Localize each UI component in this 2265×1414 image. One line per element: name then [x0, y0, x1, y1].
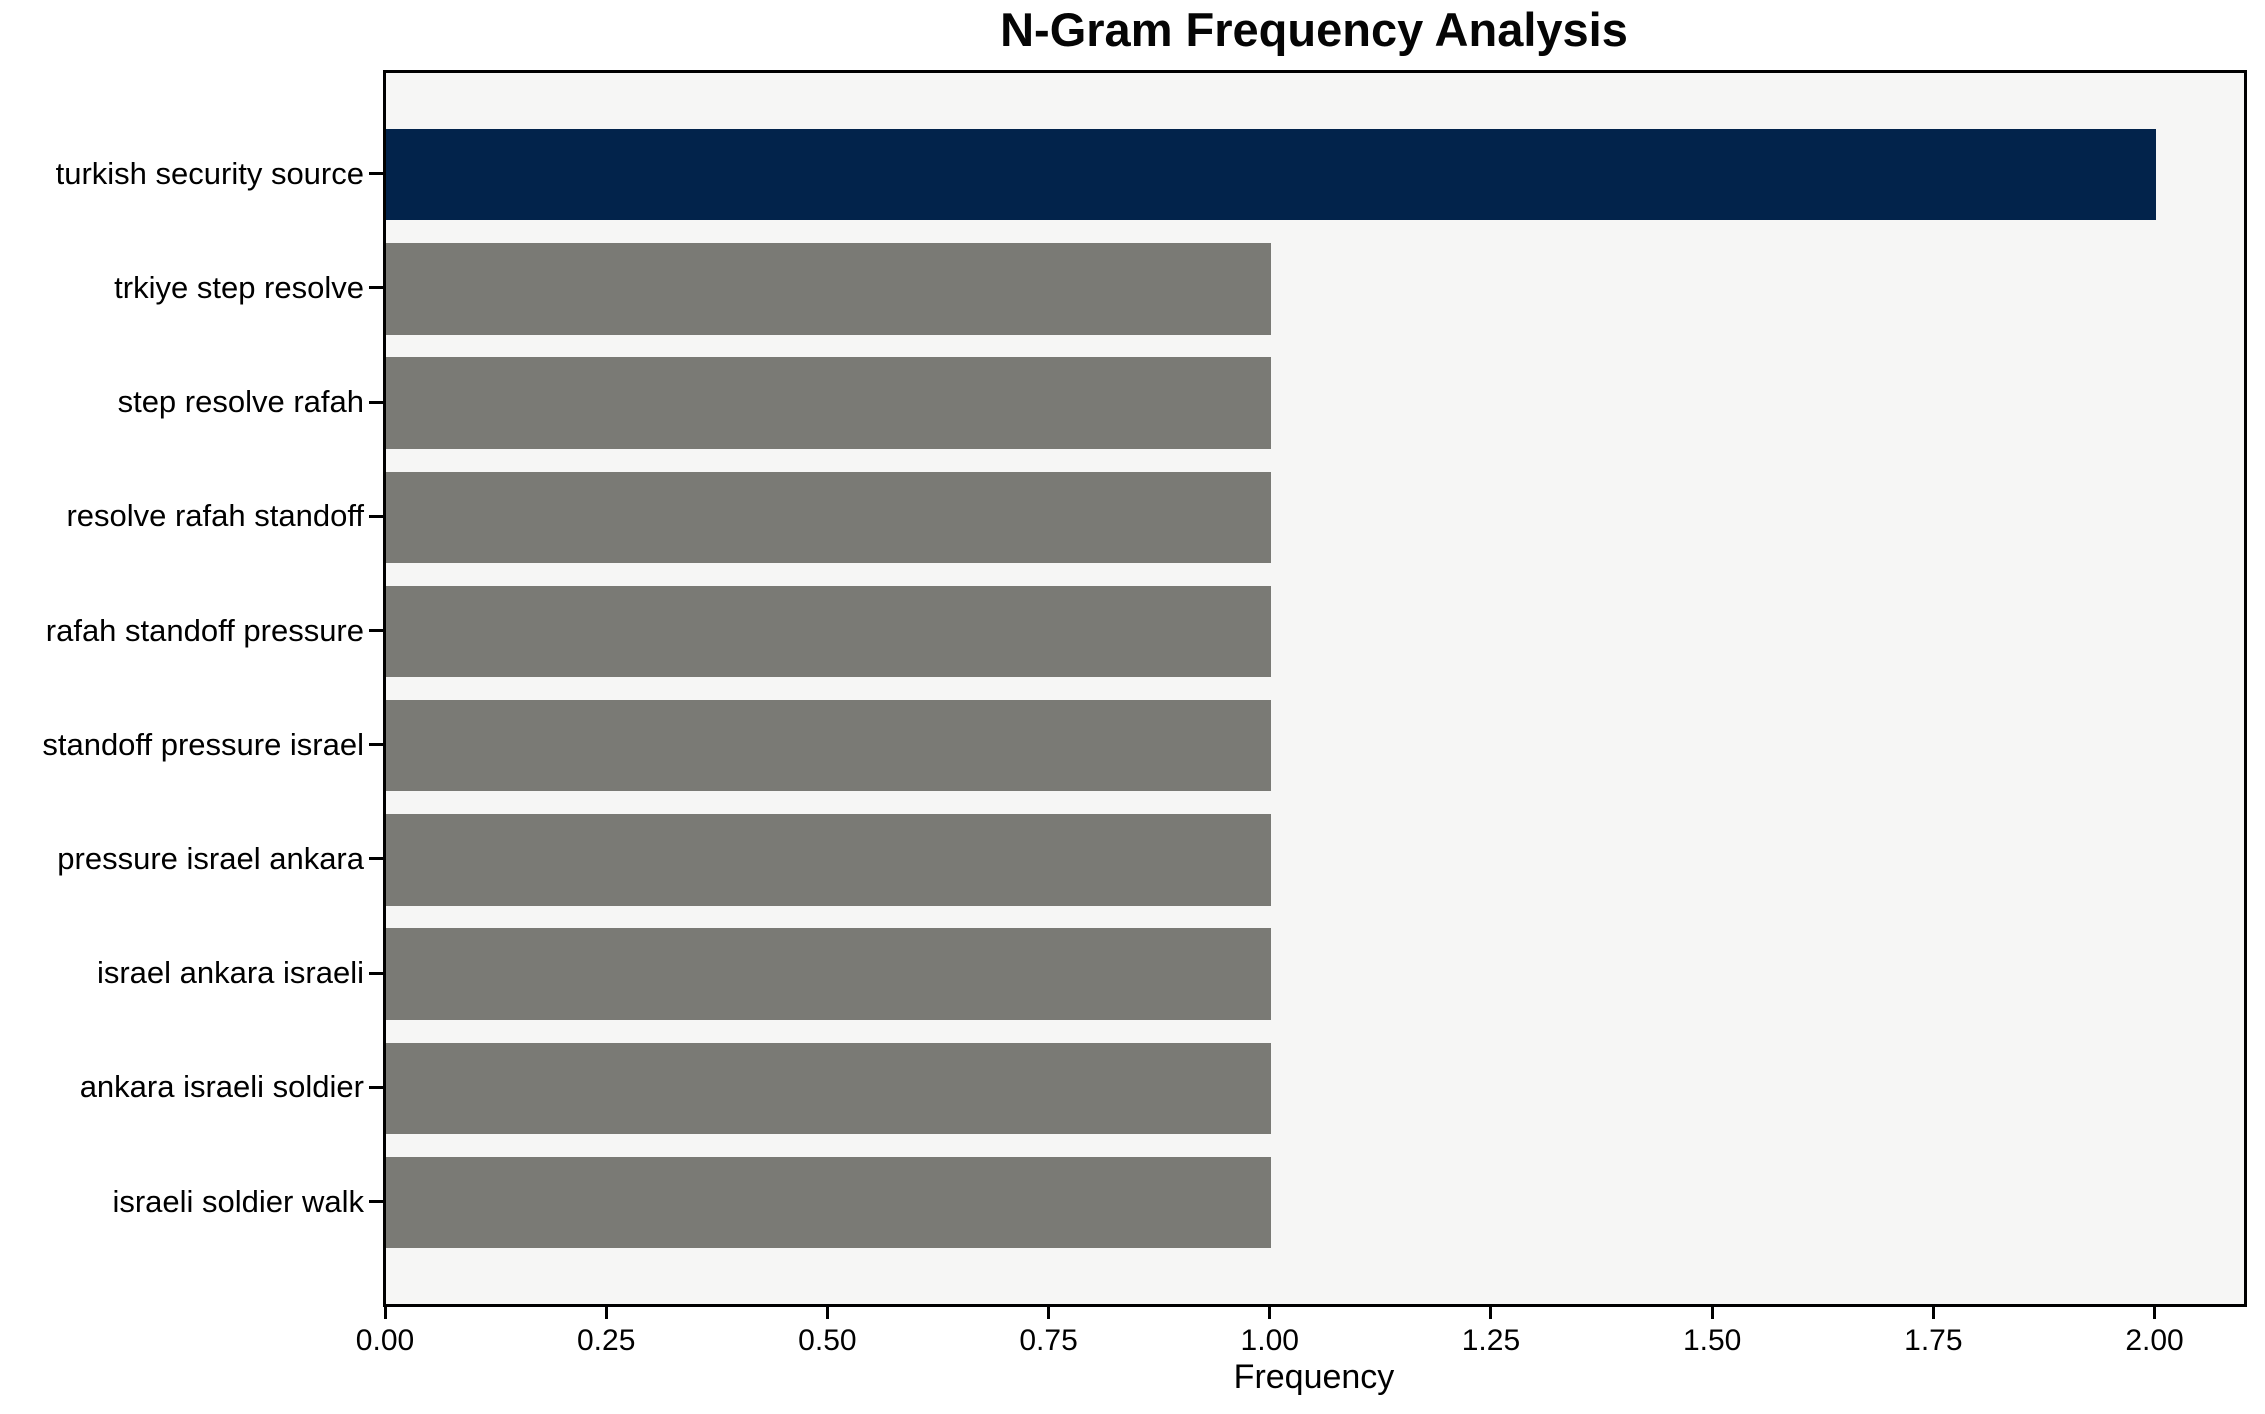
bar	[386, 243, 1271, 335]
x-tick-label: 1.25	[1461, 1324, 1521, 1357]
y-tick-mark	[369, 286, 383, 290]
y-tick-label: step resolve rafah	[117, 384, 364, 420]
y-tick-label: rafah standoff pressure	[45, 612, 364, 648]
x-tick-mark	[1268, 1306, 1272, 1319]
bar	[386, 814, 1271, 906]
y-tick-label: israeli soldier walk	[112, 1183, 364, 1219]
x-tick-label: 1.50	[1682, 1324, 1742, 1357]
y-tick-mark	[369, 514, 383, 518]
x-tick-label: 0.75	[1019, 1324, 1078, 1357]
y-tick-mark	[369, 1200, 383, 1203]
x-tick-label: 1.00	[1240, 1324, 1299, 1357]
x-tick-mark	[825, 1306, 829, 1319]
y-tick-label: standoff pressure israel	[42, 726, 364, 762]
bar	[386, 1156, 1271, 1249]
y-tick-label: resolve rafah standoff	[66, 498, 364, 534]
bar	[386, 928, 1271, 1020]
y-tick-mark	[369, 857, 383, 861]
bars-layer	[386, 73, 2244, 1304]
y-tick-label: trkiye step resolve	[114, 269, 364, 305]
y-tick-mark	[369, 743, 383, 747]
y-tick-mark	[369, 400, 383, 404]
bar	[386, 585, 1271, 678]
x-tick-mark	[2153, 1306, 2157, 1319]
bar	[386, 471, 1271, 563]
plot-area	[383, 70, 2247, 1307]
bar	[386, 357, 1271, 449]
bar	[386, 700, 1271, 792]
x-tick-label: 0.00	[355, 1324, 415, 1357]
y-tick-label: israel ankara israeli	[96, 955, 364, 991]
y-tick-mark	[369, 172, 383, 176]
x-tick-mark	[604, 1306, 608, 1319]
x-tick-mark	[383, 1306, 387, 1319]
y-tick-mark	[369, 629, 383, 632]
x-tick-label: 2.00	[2125, 1324, 2184, 1357]
x-tick-label: 0.25	[576, 1324, 636, 1357]
x-tick-mark	[1710, 1306, 1714, 1319]
chart-title: N-Gram Frequency Analysis	[1000, 3, 1628, 56]
x-tick-mark	[1047, 1306, 1051, 1319]
y-tick-mark	[369, 971, 383, 975]
x-axis-title: Frequency	[1233, 1358, 1395, 1396]
x-tick-mark	[1489, 1306, 1493, 1319]
x-tick-mark	[1931, 1306, 1935, 1319]
y-tick-label: ankara israeli soldier	[79, 1069, 364, 1105]
y-tick-label: pressure israel ankara	[57, 840, 364, 876]
x-tick-label: 1.75	[1904, 1324, 1963, 1357]
y-tick-mark	[369, 1085, 383, 1089]
bar	[386, 129, 2156, 221]
y-tick-label: turkish security source	[55, 155, 364, 191]
x-tick-label: 0.50	[798, 1324, 857, 1357]
bar	[386, 1042, 1271, 1134]
